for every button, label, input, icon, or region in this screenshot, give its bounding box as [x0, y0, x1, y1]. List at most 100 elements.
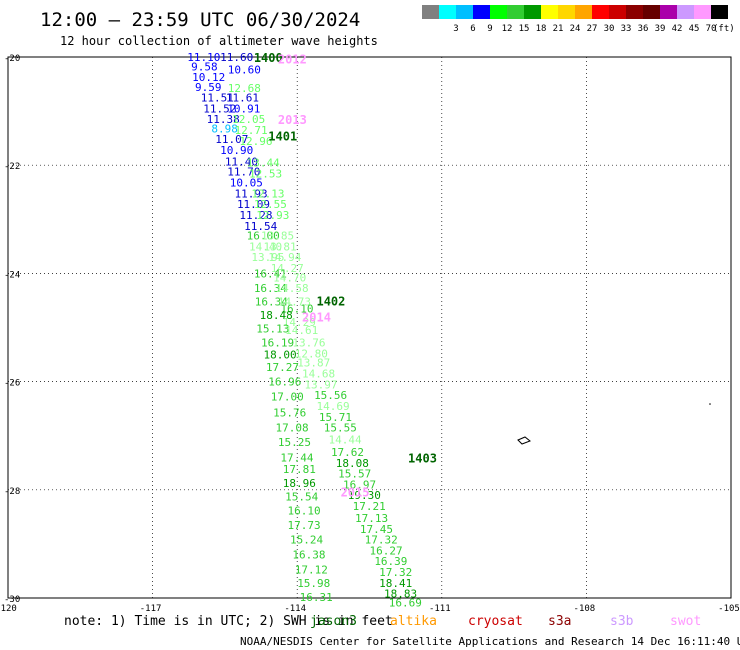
x-tick-label: -108 [574, 604, 596, 614]
wave-height-label: 16.96 [268, 376, 301, 389]
wave-height-label: 15.76 [273, 406, 306, 419]
pass-time-label: 1400 [254, 51, 283, 65]
legend-label: 21 [553, 24, 564, 34]
wave-height-label: 14.40 [249, 240, 282, 253]
x-tick-label: -105 [718, 604, 740, 614]
satellite-name: cryosat [468, 614, 523, 629]
wave-height-label: 15.13 [256, 323, 289, 336]
wave-height-label: 17.32 [365, 534, 398, 547]
legend-swatch [660, 5, 677, 19]
legend-label: 36 [638, 24, 649, 34]
wave-height-label: 17.00 [271, 391, 304, 404]
wave-height-label: 12.05 [232, 113, 265, 126]
wave-height-label: 10.90 [220, 144, 253, 157]
color-legend: 3 6 9 12 15 18 21 24 27 30 33 36 39 42 45 70(ft) [422, 5, 735, 34]
legend-swatch [490, 5, 507, 19]
wave-height-label: 12.93 [256, 209, 289, 222]
x-tick-label: -111 [429, 604, 451, 614]
wave-height-label: 11.54 [244, 220, 277, 233]
wave-height-label: 13.97 [304, 378, 337, 391]
satellite-name: s3b [610, 614, 634, 629]
wave-height-label: 17.44 [280, 451, 313, 464]
legend-swatch [473, 5, 490, 19]
pass-time-label: 2015 [341, 485, 370, 499]
y-tick-label: -22 [4, 162, 20, 172]
wave-height-label: 18.48 [260, 309, 293, 322]
legend-swatch [609, 5, 626, 19]
wave-height-label: 16.69 [389, 596, 422, 609]
wave-height-label: 16.10 [280, 303, 313, 316]
legend-label: 27 [587, 24, 598, 34]
wave-height-label: 17.21 [353, 500, 386, 513]
wave-height-label: 12.53 [249, 167, 282, 180]
wave-height-label: 18.41 [379, 577, 412, 590]
wave-height-label: 14.69 [316, 400, 349, 413]
island-outline [517, 436, 531, 445]
legend-swatch [541, 5, 558, 19]
wave-height-label: 14.44 [329, 433, 362, 446]
wave-height-label: 16.39 [374, 555, 407, 568]
wave-height-label: 17.08 [276, 422, 309, 435]
wave-height-label: 17.12 [295, 563, 328, 576]
y-tick-label: -28 [4, 487, 20, 497]
wave-height-label: 11.40 [225, 155, 258, 168]
y-tick-label: -30 [4, 595, 20, 605]
legend-label: 70 [706, 24, 717, 34]
wave-height-label: 11.52 [203, 102, 236, 115]
wave-height-label: 19.30 [348, 489, 381, 502]
wave-height-label: 17.32 [379, 566, 412, 579]
footer-credit: NOAA/NESDIS Center for Satellite Applica… [240, 635, 740, 648]
wave-height-label: 15.24 [290, 534, 323, 547]
wave-height-label: 16.38 [292, 549, 325, 562]
wave-height-label: 16.19 [261, 337, 294, 350]
wave-height-label: 18.83 [384, 588, 417, 601]
pass-time-label: 2013 [278, 113, 307, 127]
legend-label: 39 [655, 24, 666, 34]
footer: note: 1) Time is in UTC; 2) SWH is in fe… [64, 614, 740, 648]
wave-height-label: 15.25 [278, 436, 311, 449]
legend-label: 33 [621, 24, 632, 34]
wave-height-label: 13.85 [261, 230, 294, 243]
wave-height-label: 11.28 [239, 209, 272, 222]
wave-height-label: 8.98 [211, 122, 238, 135]
legend-unit: (ft) [713, 24, 735, 34]
legend-swatch [575, 5, 592, 19]
x-tick-label: -120 [0, 604, 17, 614]
wave-height-label: 16.97 [343, 478, 376, 491]
wave-height-label: 14.58 [276, 282, 309, 295]
wave-height-label: 11.70 [227, 166, 260, 179]
wave-height-label: 15.55 [324, 422, 357, 435]
wave-height-label: 11.51 [201, 92, 234, 105]
wave-height-label: 13.81 [263, 240, 296, 253]
wave-height-label: 10.05 [230, 177, 263, 190]
legend-label: 30 [604, 24, 615, 34]
footer-note: note: 1) Time is in UTC; 2) SWH is in fe… [64, 614, 393, 629]
wave-height-label: 14.94 [268, 251, 301, 264]
legend-swatch [677, 5, 694, 19]
wave-height-label: 12.96 [239, 135, 272, 148]
chart-title: 12:00 — 23:59 UTC 06/30/2024 [40, 9, 360, 31]
pass-time-label: 1403 [408, 451, 437, 465]
island-dot [709, 403, 711, 405]
satellite-name: s3a [548, 614, 571, 629]
axis-ticks: -120 -117 -114 -111 -108 -105 -20 -22 -24 -26 -28 -… [0, 54, 740, 614]
wave-height-label: 11.61 [226, 92, 259, 105]
legend-swatch [643, 5, 660, 19]
wave-height-label: 17.27 [266, 361, 299, 374]
wave-height-label: 15.57 [338, 468, 371, 481]
satellite-legend: jason3 altika cryosat s3a s3b swot [310, 614, 701, 629]
wave-height-label: 10.91 [227, 102, 260, 115]
wave-height-label: 16.41 [254, 267, 287, 280]
y-tick-label: -26 [4, 379, 20, 389]
wave-height-label: 13.44 [247, 156, 280, 169]
pass-time-label: 2012 [278, 53, 307, 67]
wave-height-label: 12.71 [235, 124, 268, 137]
wave-height-label: 11.93 [235, 187, 268, 200]
wave-height-label: 16.00 [247, 230, 280, 243]
wave-height-label: 14.61 [285, 324, 318, 337]
pass-time-label: 1402 [316, 294, 345, 308]
legend-label: 6 [470, 24, 475, 34]
wave-height-label: 16.34 [255, 296, 288, 309]
wave-height-label: 17.62 [331, 446, 364, 459]
